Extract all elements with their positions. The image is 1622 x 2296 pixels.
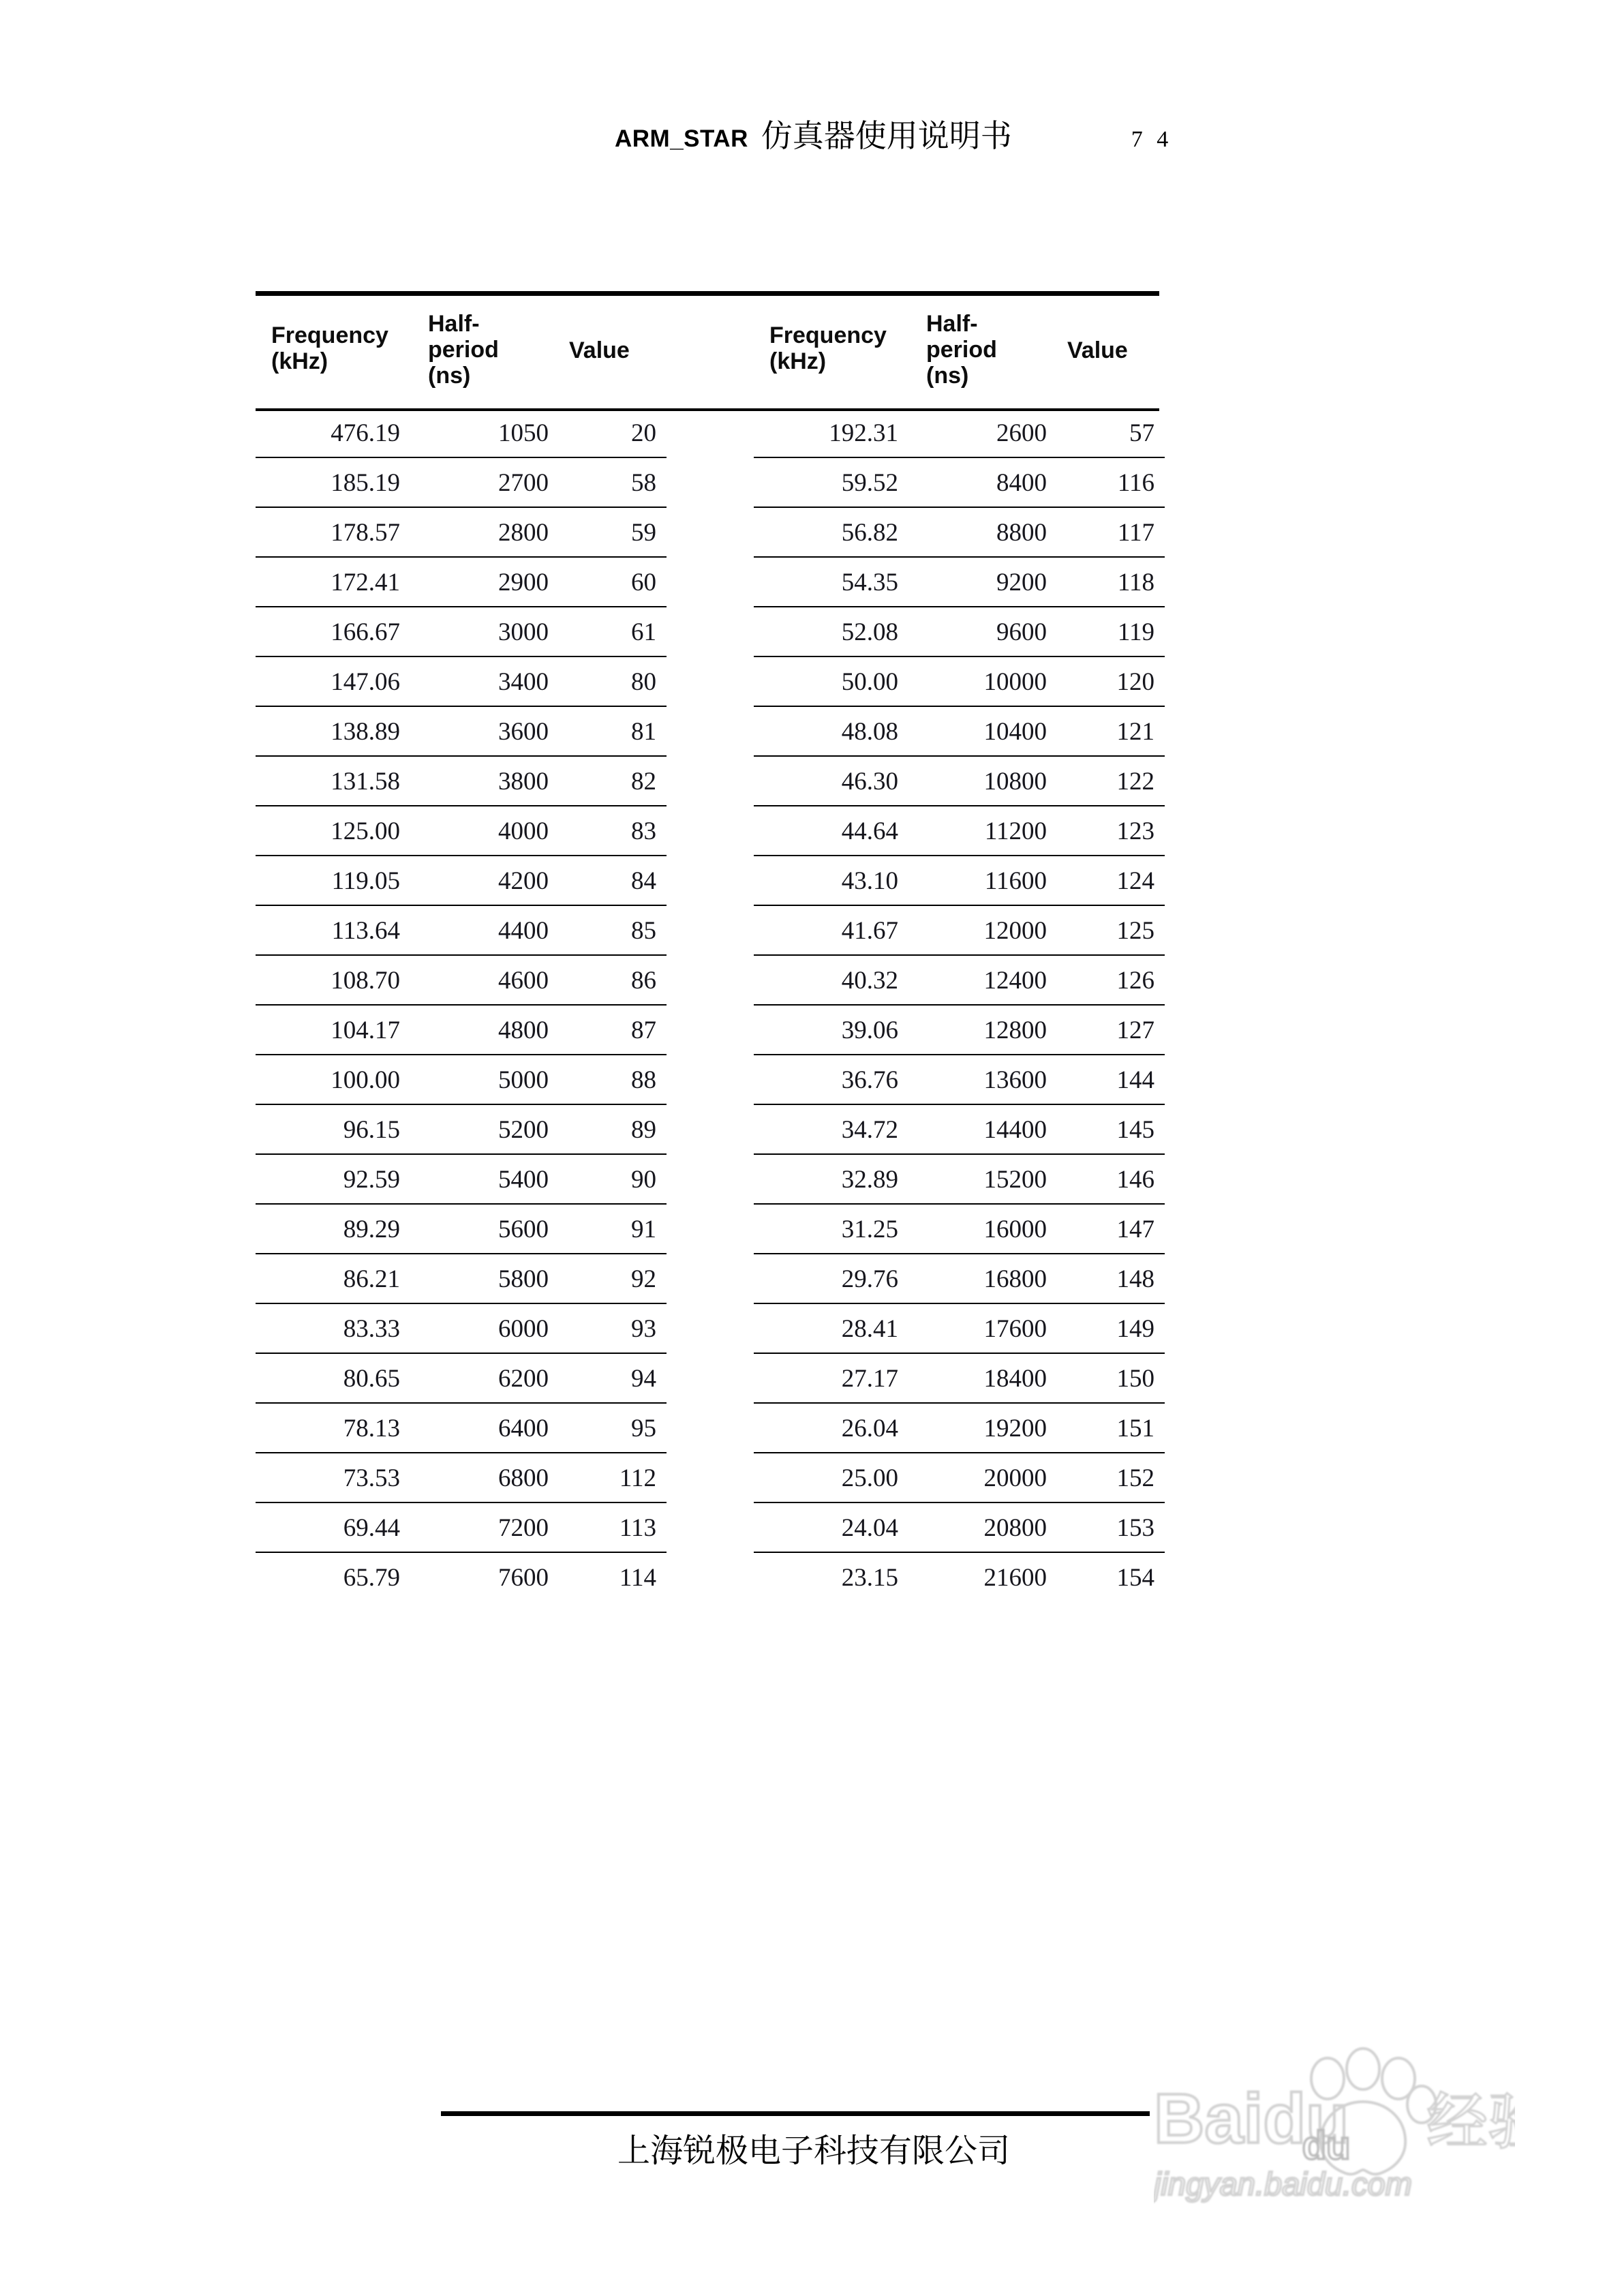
svg-text:jingyan.baidu.com: jingyan.baidu.com: [1154, 2166, 1412, 2202]
svg-text:经验: 经验: [1426, 2072, 1515, 2160]
svg-text:du: du: [1302, 2124, 1351, 2168]
